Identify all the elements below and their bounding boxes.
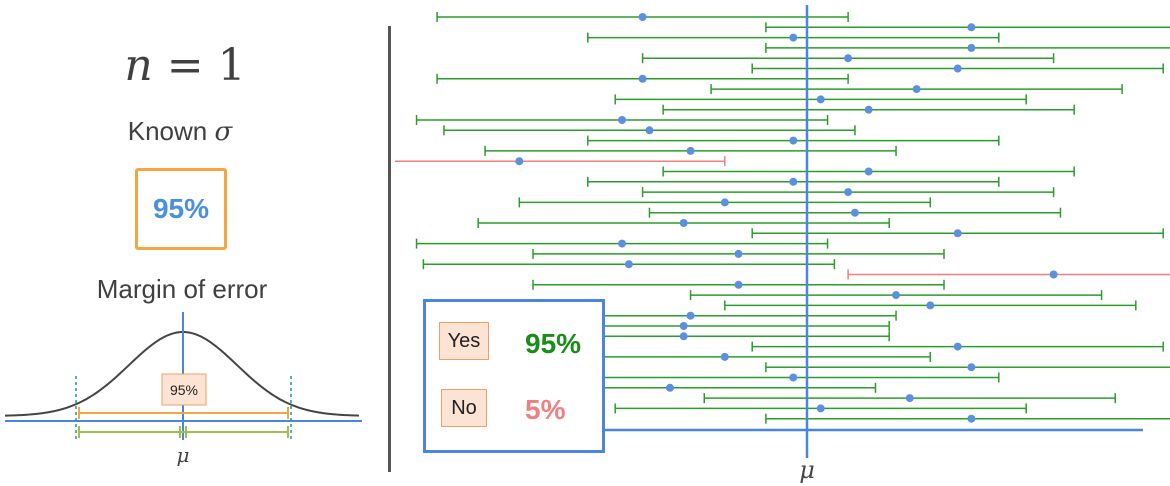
interval-point-36 (789, 373, 798, 382)
interval-point-12 (645, 126, 654, 135)
margin-of-error-label: Margin of error (96, 274, 268, 304)
sigma-symbol: σ (214, 117, 233, 147)
interval-point-32 (679, 332, 688, 341)
interval-point-34 (720, 352, 729, 361)
interval-point-28 (892, 291, 901, 300)
interval-point-10 (864, 105, 873, 114)
normal-distribution-diagram: 95% μ (4, 312, 362, 467)
interval-point-30 (686, 311, 695, 320)
confidence-level-box: 95% (135, 168, 227, 250)
interval-point-18 (844, 188, 853, 197)
interval-point-24 (734, 249, 743, 258)
interval-point-16 (864, 167, 873, 176)
interval-point-25 (624, 260, 633, 269)
bell-inner-label: 95% (170, 382, 198, 398)
panel-divider (388, 26, 391, 472)
interval-point-6 (953, 64, 962, 73)
interval-point-7 (638, 74, 647, 83)
bell-mean-symbol: μ (177, 443, 190, 467)
interval-point-3 (789, 33, 798, 42)
interval-point-39 (816, 404, 825, 413)
interval-point-27 (734, 280, 743, 289)
legend-no-tag: No (441, 389, 487, 427)
known-text: Known (127, 116, 208, 146)
interval-point-5 (844, 54, 853, 63)
interval-point-23 (618, 239, 627, 248)
sample-size-label: n = 1 (100, 40, 270, 91)
interval-point-38 (905, 394, 914, 403)
equals-sign: = (166, 40, 204, 91)
interval-point-22 (953, 229, 962, 238)
interval-point-15 (515, 157, 524, 166)
interval-point-11 (618, 116, 627, 124)
interval-point-37 (666, 383, 674, 392)
interval-point-31 (679, 322, 688, 330)
interval-point-4 (967, 43, 976, 52)
interval-point-33 (953, 342, 962, 351)
interval-point-19 (720, 198, 729, 207)
n-value: 1 (217, 40, 246, 91)
interval-point-20 (850, 208, 859, 217)
interval-point-13 (789, 136, 798, 145)
interval-point-40 (967, 414, 976, 423)
n-variable: n (124, 40, 153, 91)
interval-point-1 (638, 13, 647, 21)
interval-point-29 (926, 301, 935, 310)
intervals-mean-symbol: μ (799, 456, 815, 484)
confidence-level-value: 95% (152, 193, 210, 224)
interval-point-2 (967, 23, 976, 32)
legend-yes-tag: Yes (439, 322, 489, 360)
interval-point-21 (679, 219, 688, 227)
interval-point-9 (816, 95, 825, 104)
coverage-legend: Yes 95% No 5% (423, 299, 605, 453)
interval-point-26 (1049, 270, 1058, 279)
known-sigma-label: Known σ (80, 116, 280, 147)
interval-point-35 (967, 363, 976, 372)
legend-no-value: 5% (525, 394, 566, 425)
interval-point-17 (789, 177, 798, 186)
interval-point-14 (686, 146, 695, 155)
legend-yes-value: 95% (525, 328, 582, 359)
interval-point-8 (912, 85, 921, 94)
bell-inner-label-box (161, 373, 207, 406)
